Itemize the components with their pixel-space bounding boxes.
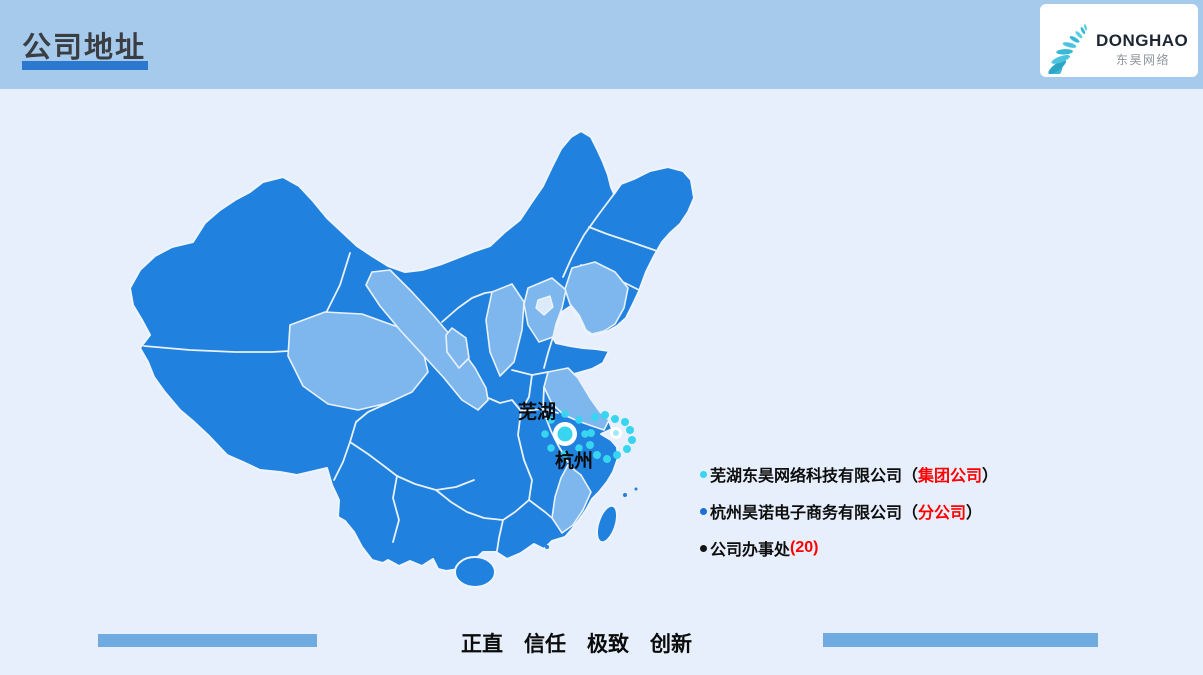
black-dot-icon [700, 544, 707, 552]
province-gansu [365, 269, 489, 411]
legend-highlight: 分公司 [918, 505, 967, 522]
hangzhou-office-dots [586, 411, 636, 463]
cyan-dot-icon [700, 470, 707, 478]
wuhu-marker-icon [553, 422, 577, 446]
hangzhou-marker-icon [610, 427, 622, 439]
legend-highlight: (20) [790, 539, 819, 556]
footer-bar-right [823, 633, 1098, 647]
province-qinghai [287, 311, 429, 411]
title-underline [22, 61, 148, 70]
legend-text-suffix: ） [966, 505, 983, 522]
logo-card: DONGHAO 东昊网络 [1040, 4, 1198, 77]
footer-bar-left [98, 634, 317, 647]
header-band: 公司地址 DONGHAO 东昊网络 [0, 0, 1203, 89]
city-label-wuhu: 芜湖 [518, 400, 556, 423]
wuhu-office-dots [541, 410, 589, 458]
company-motto: 正直 信任 极致 创新 [461, 633, 692, 656]
legend-item-offices: 公司办事处 (20) [700, 538, 998, 559]
island-taiwan [596, 504, 618, 544]
feather-fan-icon [1047, 23, 1087, 74]
islands [454, 487, 638, 588]
province-fujian [551, 464, 592, 534]
page-title: 公司地址 [22, 32, 147, 64]
city-label-hangzhou: 杭州 [555, 449, 593, 472]
legend-item-group-company: 芜湖东昊网络科技有限公司（ 集团公司） [700, 464, 999, 485]
province-ningxia [445, 327, 470, 369]
legend-text: 杭州昊诺电子商务有限公司（ [710, 505, 919, 522]
legend-item-branch-company: 杭州昊诺电子商务有限公司（ 分公司） [700, 501, 998, 522]
china-map-graphic: 芜湖 杭州 [129, 130, 695, 588]
map-legend: 芜湖东昊网络科技有限公司（ 集团公司） 杭州昊诺电子商务有限公司（ 分公司） 公司办… [700, 464, 998, 575]
island-hainan [454, 556, 496, 588]
legend-text: 芜湖东昊网络科技有限公司（ [710, 468, 919, 485]
logo-wordmark: DONGHAO [1096, 31, 1189, 50]
legend-highlight: 集团公司 [918, 468, 983, 485]
legend-text: 公司办事处 [710, 542, 791, 559]
logo-subtitle: 东昊网络 [1115, 53, 1170, 67]
highlight-provinces [287, 261, 629, 534]
province-shanxi [485, 283, 525, 377]
province-liaoning [564, 261, 629, 335]
legend-text-suffix: ） [982, 468, 999, 485]
region-beijing [535, 295, 554, 316]
blue-dot-icon [700, 507, 707, 515]
